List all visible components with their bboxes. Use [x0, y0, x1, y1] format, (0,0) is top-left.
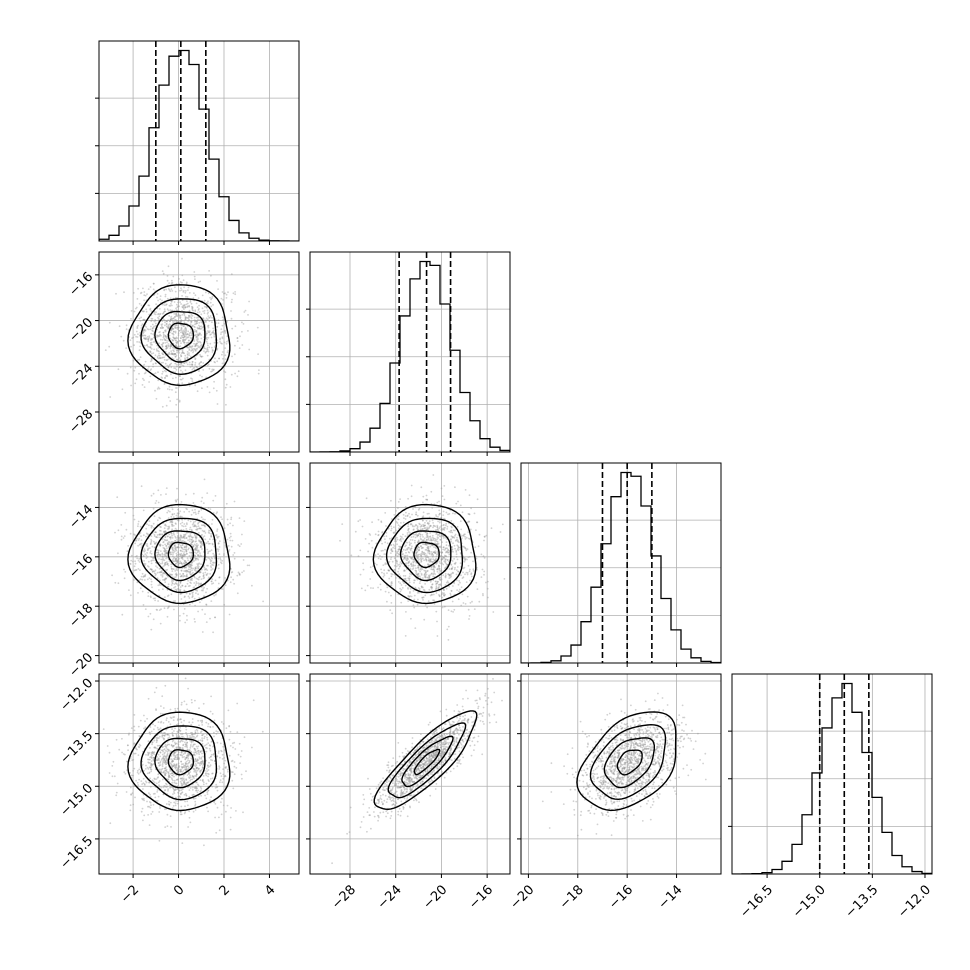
x-tick-label: −2 [118, 882, 142, 906]
panel-frame [98, 673, 300, 875]
x-tick-label: 4 [262, 882, 278, 898]
contour-level-3 [413, 541, 440, 569]
hist-panel-2 [517, 462, 722, 667]
y-tick-label: −16.5 [58, 834, 97, 873]
contour-level-2 [399, 530, 452, 582]
y-tick-label: −12.0 [58, 676, 97, 715]
y-tick-label: −13.5 [58, 728, 97, 767]
panel-frame [520, 673, 722, 875]
y-tick-label: −28 [66, 407, 96, 437]
scatter-panel-2-1 [306, 462, 511, 667]
x-tick-label: 0 [171, 882, 187, 898]
x-tick-label: −14 [656, 882, 686, 912]
x-tick-label: −16 [606, 882, 636, 912]
contour-level-1 [140, 517, 218, 594]
panel-frame [309, 251, 511, 453]
panel-frame [520, 462, 722, 664]
contour-level-2 [154, 737, 206, 789]
y-tick-label: −16 [66, 552, 96, 582]
panel-frame [98, 40, 300, 242]
contour-level-3 [413, 748, 441, 776]
contour-level-0 [127, 284, 231, 387]
contour-level-3 [167, 541, 195, 569]
contour-level-2 [154, 530, 206, 582]
x-tick-label: −18 [557, 882, 587, 912]
scatter-points [541, 692, 707, 837]
hist-panel-1 [306, 251, 511, 456]
scatter-points [111, 478, 264, 634]
x-tick-label: −13.5 [843, 882, 882, 921]
contour-level-0 [373, 710, 478, 811]
contour-level-3 [616, 749, 643, 776]
x-tick-label: −16.5 [737, 882, 776, 921]
contour-level-1 [385, 517, 464, 594]
y-tick-label: −18 [66, 601, 96, 631]
contour-level-0 [372, 503, 477, 605]
y-tick-label: −16 [66, 270, 96, 300]
x-tick-label: −15.0 [790, 882, 829, 921]
contour-level-0 [127, 711, 231, 812]
x-tick-label: −20 [420, 882, 450, 912]
panel-frame [98, 462, 300, 664]
y-tick-label: −24 [66, 361, 96, 391]
histogram-2 [521, 471, 721, 663]
histogram-1 [310, 260, 510, 452]
contour-level-0 [127, 503, 231, 605]
scatter-panel-3-0: −16.5 −15.0 −13.5 −12.0 −2 0 2 4 [58, 673, 300, 907]
panel-frame [731, 673, 933, 875]
scatter-points [102, 677, 264, 847]
contour-level-2 [603, 737, 655, 789]
scatter-panel-2-0: −20 −18 −16 −14 [66, 462, 300, 680]
contour-level-1 [387, 722, 467, 799]
hist-panel-0 [95, 40, 300, 245]
contour-level-2 [154, 310, 206, 363]
y-tick-label: −20 [66, 315, 96, 345]
x-tick-label: −20 [507, 882, 537, 912]
y-tick-label: −20 [66, 650, 96, 680]
x-tick-label: −16 [466, 882, 496, 912]
scatter-panel-3-2: −20 −18 −16 −14 [507, 673, 722, 912]
contour-level-1 [140, 298, 218, 376]
hist-panel-3: −16.5 −15.0 −13.5 −12.0 [728, 673, 934, 921]
contour-level-1 [140, 725, 218, 801]
y-tick-label: −15.0 [58, 781, 97, 820]
y-tick-label: −14 [66, 502, 96, 532]
scatter-panel-3-1: −28 −24 −20 −16 [306, 673, 511, 912]
contour-level-0 [576, 711, 677, 812]
contour-level-1 [589, 723, 667, 801]
panel-frame [309, 462, 511, 664]
histogram-3 [732, 682, 932, 874]
x-tick-label: −28 [329, 882, 359, 912]
contour-level-3 [167, 322, 195, 350]
x-tick-label: −24 [375, 882, 405, 912]
histogram-0 [99, 49, 299, 241]
contour-level-3 [167, 749, 195, 776]
panel-frame [309, 673, 511, 875]
x-tick-label: 2 [217, 882, 233, 898]
scatter-points [331, 678, 503, 865]
scatter-panel-1-0: −28 −24 −20 −16 [66, 251, 300, 456]
panel-frame [98, 251, 300, 453]
x-tick-label: −12.0 [895, 882, 934, 921]
contour-level-2 [401, 735, 454, 788]
